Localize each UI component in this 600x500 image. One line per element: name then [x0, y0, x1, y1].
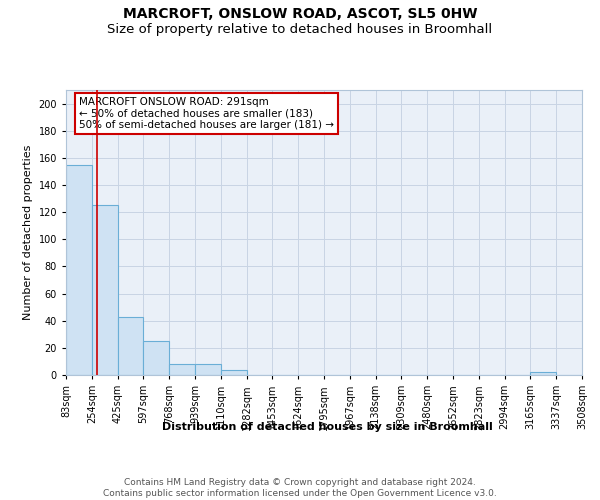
Bar — [92, 206, 118, 375]
Text: MARCROFT, ONSLOW ROAD, ASCOT, SL5 0HW: MARCROFT, ONSLOW ROAD, ASCOT, SL5 0HW — [123, 8, 477, 22]
Bar — [143, 341, 169, 375]
Text: Size of property relative to detached houses in Broomhall: Size of property relative to detached ho… — [107, 22, 493, 36]
Bar — [530, 372, 556, 375]
Text: Distribution of detached houses by size in Broomhall: Distribution of detached houses by size … — [161, 422, 493, 432]
Bar — [221, 370, 247, 375]
Bar — [169, 364, 195, 375]
Bar — [66, 164, 92, 375]
Y-axis label: Number of detached properties: Number of detached properties — [23, 145, 33, 320]
Text: Contains HM Land Registry data © Crown copyright and database right 2024.
Contai: Contains HM Land Registry data © Crown c… — [103, 478, 497, 498]
Bar — [195, 364, 221, 375]
Bar — [118, 316, 143, 375]
Text: MARCROFT ONSLOW ROAD: 291sqm
← 50% of detached houses are smaller (183)
50% of s: MARCROFT ONSLOW ROAD: 291sqm ← 50% of de… — [79, 97, 334, 130]
